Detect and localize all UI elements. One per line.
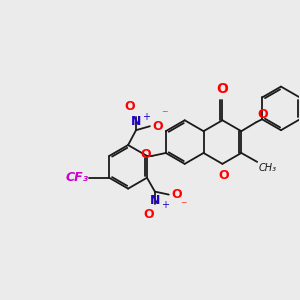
Text: +: + [161,200,169,209]
Text: O: O [257,108,268,121]
Text: O: O [218,169,229,182]
Text: O: O [143,208,154,221]
Text: N: N [131,115,141,128]
Text: +: + [142,112,150,122]
Text: O: O [140,148,151,161]
Text: O: O [153,120,164,133]
Text: O: O [124,100,135,113]
Text: CF₃: CF₃ [65,171,88,184]
Text: ⁻: ⁻ [180,200,186,212]
Text: ⁻: ⁻ [161,108,167,121]
Text: N: N [150,194,160,207]
Text: O: O [172,188,182,201]
Text: O: O [217,82,228,95]
Text: CH₃: CH₃ [258,163,276,173]
